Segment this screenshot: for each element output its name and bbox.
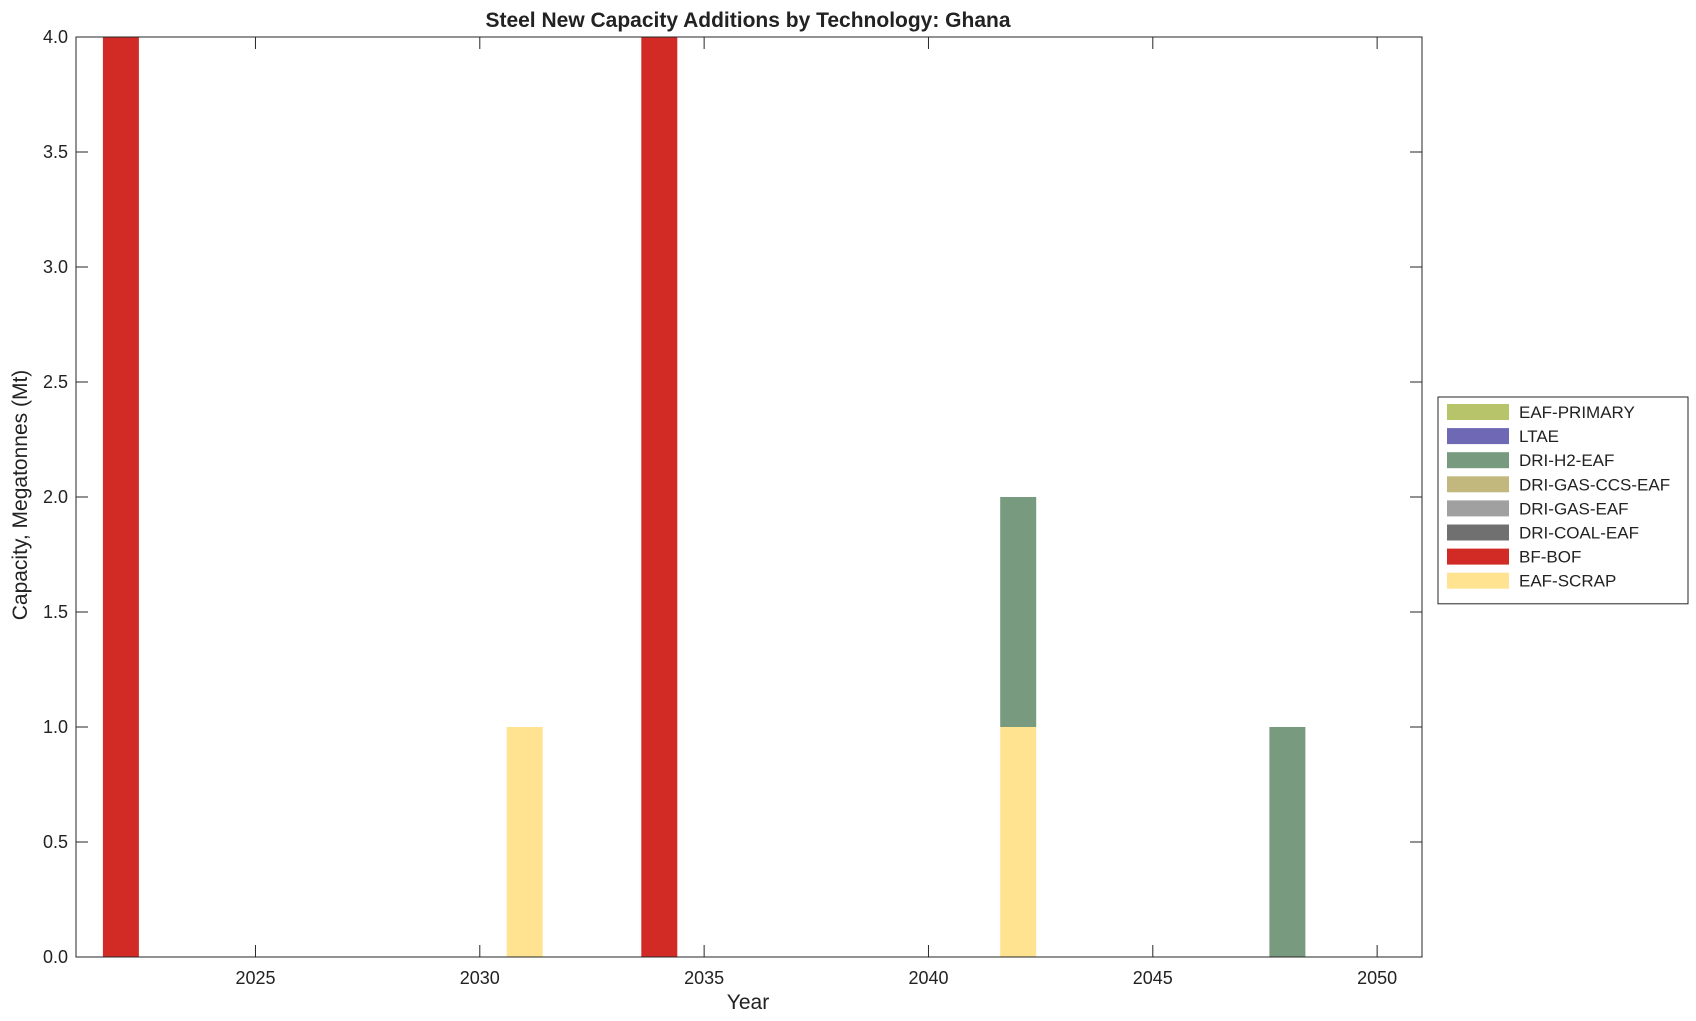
x-tick-label: 2035 xyxy=(684,968,724,988)
legend-swatch-dri-gas-ccs-eaf xyxy=(1447,476,1509,493)
chart-title: Steel New Capacity Additions by Technolo… xyxy=(485,9,1010,32)
y-tick-label: 0.0 xyxy=(43,947,68,967)
legend-label-bf-bof: BF-BOF xyxy=(1519,548,1581,567)
y-tick-label: 1.0 xyxy=(43,717,68,737)
legend-label-dri-h2-eaf: DRI-H2-EAF xyxy=(1519,451,1614,470)
y-tick-label: 0.5 xyxy=(43,832,68,852)
legend-swatch-dri-h2-eaf xyxy=(1447,452,1509,469)
legend-label-eaf-scrap: EAF-SCRAP xyxy=(1519,572,1616,591)
legend-swatch-dri-gas-eaf xyxy=(1447,500,1509,517)
y-tick-label: 2.5 xyxy=(43,372,68,392)
x-tick-label: 2040 xyxy=(908,968,948,988)
x-tick-label: 2025 xyxy=(235,968,275,988)
legend: EAF-PRIMARY LTAE DRI-H2-EAF DRI-GAS-CCS-EAF… xyxy=(1437,396,1689,605)
bar-bf-bof-2022 xyxy=(102,37,139,957)
x-tick-label: 2045 xyxy=(1133,968,1173,988)
y-tick-label: 3.0 xyxy=(43,257,68,277)
legend-label-dri-coal-eaf: DRI-COAL-EAF xyxy=(1519,524,1639,543)
legend-swatch-bf-bof xyxy=(1447,548,1509,565)
y-tick-label: 1.5 xyxy=(43,602,68,622)
bar-dri-h2-eaf-2042 xyxy=(1000,497,1037,727)
y-tick-label: 2.0 xyxy=(43,487,68,507)
legend-label-eaf-primary: EAF-PRIMARY xyxy=(1519,403,1635,422)
y-tick-label: 3.5 xyxy=(43,142,68,162)
x-tick-label: 2050 xyxy=(1357,968,1397,988)
x-tick-label: 2030 xyxy=(460,968,500,988)
bar-eaf-scrap-2042 xyxy=(1000,727,1037,957)
legend-swatch-dri-coal-eaf xyxy=(1447,524,1509,541)
legend-swatch-ltae xyxy=(1447,428,1509,445)
y-axis-label: Capacity, Megatonnes (Mt) xyxy=(9,370,32,621)
legend-label-ltae: LTAE xyxy=(1519,427,1559,446)
bar-bf-bof-2034 xyxy=(641,37,678,957)
plot-area: 2025 2030 2035 2040 2045 2050 0.0 0.5 1.0 1.5 2.0 2… xyxy=(43,27,1423,988)
legend-swatch-eaf-scrap xyxy=(1447,572,1509,589)
y-tick-label: 4.0 xyxy=(43,27,68,47)
bar-dri-h2-eaf-2048 xyxy=(1269,727,1306,957)
bar-eaf-scrap-2031 xyxy=(506,727,543,957)
legend-label-dri-gas-eaf: DRI-GAS-EAF xyxy=(1519,499,1629,518)
x-axis-label: Year xyxy=(727,991,769,1014)
axes-frame xyxy=(75,36,1423,958)
legend-swatch-eaf-primary xyxy=(1447,404,1509,420)
legend-label-dri-gas-ccs-eaf: DRI-GAS-CCS-EAF xyxy=(1519,475,1670,494)
